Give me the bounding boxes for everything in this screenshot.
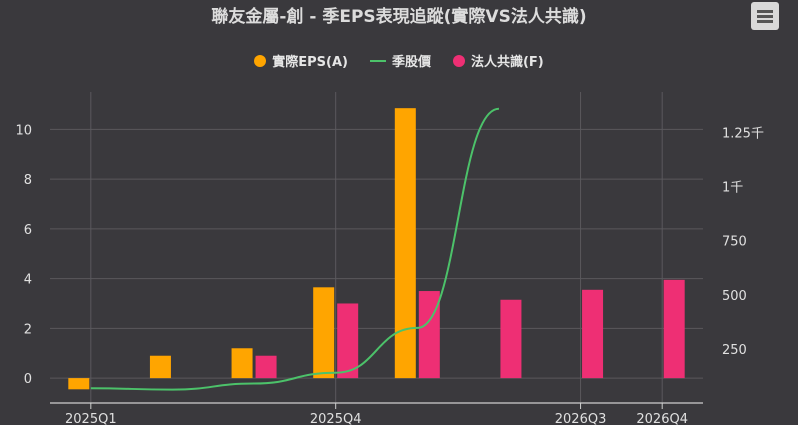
y-right-tick-label: 1.25千 <box>722 127 764 142</box>
legend-swatch-consensus <box>452 54 465 67</box>
chart-title: 聯友金屬-創 - 季EPS表現追蹤(實際VS法人共識) <box>211 7 587 27</box>
y-left-tick-label: 0 <box>24 372 32 387</box>
bar-actual-eps[interactable] <box>149 355 171 379</box>
grid-lines <box>50 92 703 403</box>
legend-swatch-actual <box>254 54 267 67</box>
legend-label-consensus: 法人共識(F) <box>470 55 544 70</box>
y-right-tick-label: 500 <box>722 289 747 304</box>
menu-icon[interactable] <box>751 2 779 30</box>
x-tick-label: 2026Q4 <box>636 412 688 425</box>
bar-consensus-eps[interactable] <box>418 291 440 379</box>
axes: 0 2 4 6 8 10 250 500 750 1千 1.25千 2025Q1 2025Q4 2026Q… <box>15 123 764 425</box>
bars <box>68 108 685 390</box>
bar-actual-eps[interactable] <box>231 348 253 379</box>
legend-label-actual: 實際EPS(A) <box>272 55 348 70</box>
legend-item-actual[interactable]: 實際EPS(A) <box>254 51 348 70</box>
x-tick-label: 2026Q3 <box>555 412 607 425</box>
y-right-tick-label: 250 <box>722 343 747 358</box>
legend-swatch-price <box>369 59 386 62</box>
y-left-tick-label: 6 <box>24 223 32 238</box>
x-tick-label: 2025Q4 <box>310 412 362 425</box>
legend: 實際EPS(A) 季股價 法人共識(F) <box>0 51 798 70</box>
legend-item-price[interactable]: 季股價 <box>369 51 431 70</box>
price-line <box>90 107 500 391</box>
bar-consensus-eps[interactable] <box>500 299 522 379</box>
y-left-tick-label: 10 <box>15 123 32 138</box>
y-left-tick-label: 2 <box>24 322 32 337</box>
bar-consensus-eps[interactable] <box>582 289 604 379</box>
bar-actual-eps[interactable] <box>394 108 416 379</box>
y-right-tick-label: 750 <box>722 235 747 250</box>
bar-consensus-eps[interactable] <box>337 303 359 379</box>
bar-actual-eps[interactable] <box>313 287 335 379</box>
x-tick-label: 2025Q1 <box>65 412 117 425</box>
legend-label-price: 季股價 <box>391 55 431 70</box>
y-left-tick-label: 8 <box>24 173 32 188</box>
bar-consensus-eps[interactable] <box>255 355 277 379</box>
y-right-tick-label: 1千 <box>722 181 743 196</box>
y-left-tick-label: 4 <box>24 273 32 288</box>
bar-actual-eps[interactable] <box>68 378 90 390</box>
bar-consensus-eps[interactable] <box>663 279 685 379</box>
legend-item-consensus[interactable]: 法人共識(F) <box>452 51 544 70</box>
